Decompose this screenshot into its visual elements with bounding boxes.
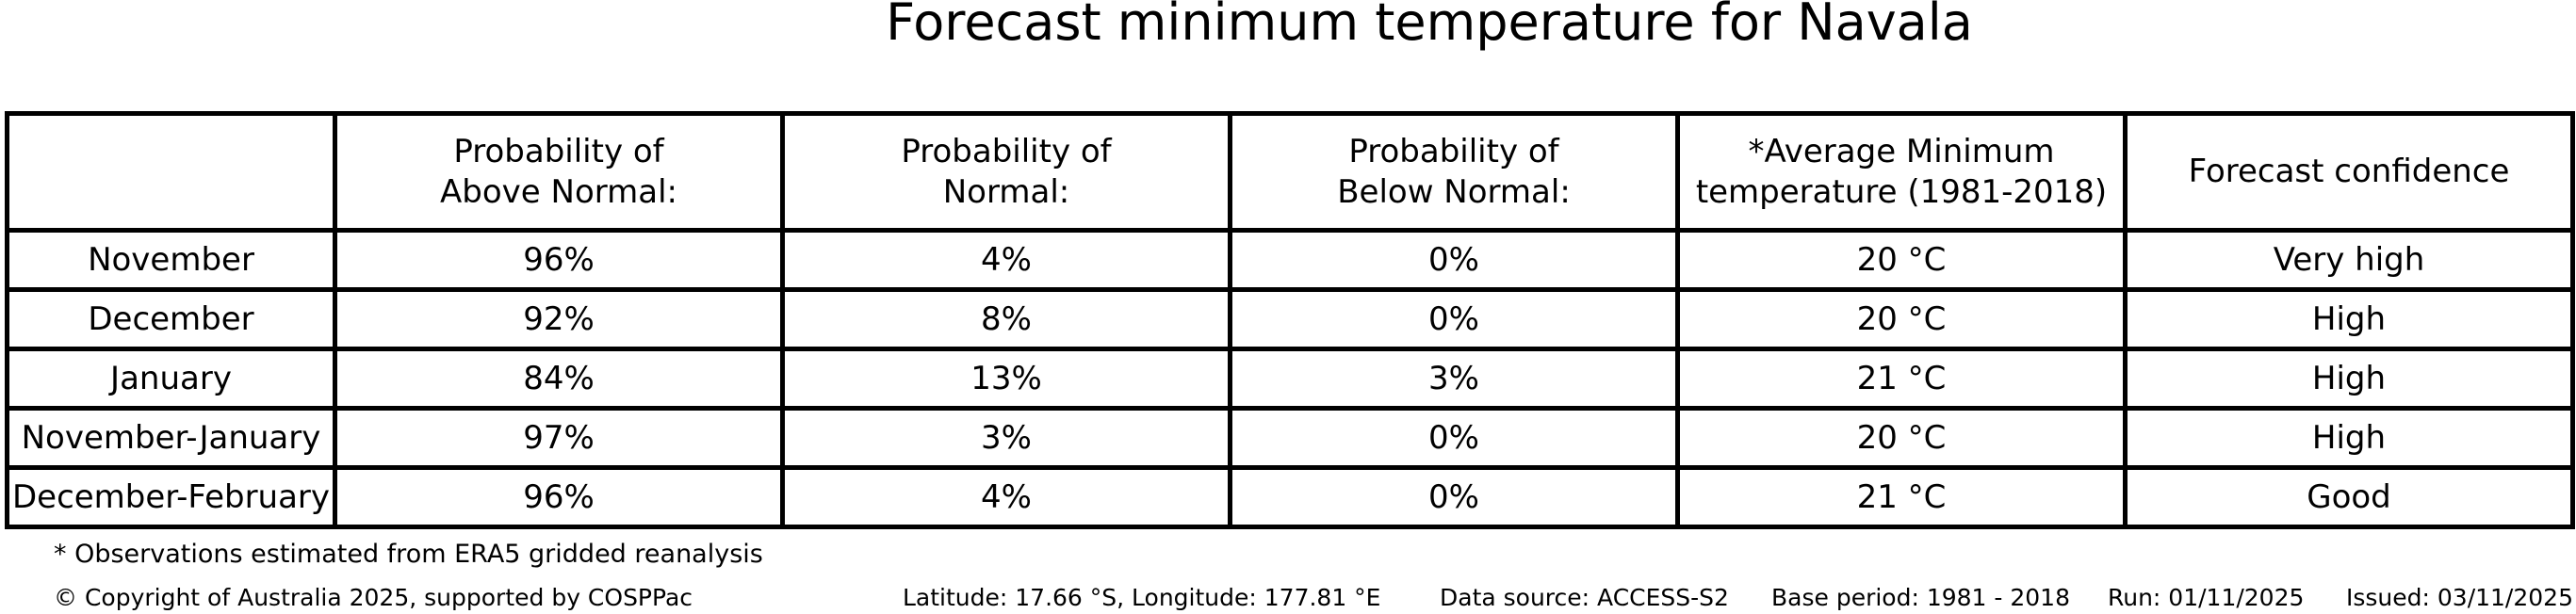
period-label: December-February: [5, 465, 337, 529]
forecast-table: Probability of Above Normal: Probability…: [5, 111, 2575, 529]
column-header-forecast-confidence: Forecast confidence: [2123, 111, 2575, 233]
confidence-cell: High: [2123, 347, 2575, 411]
issued-date-text: Issued: 03/11/2025: [2346, 584, 2573, 611]
confidence-cell: Very high: [2123, 228, 2575, 292]
prob-below-cell: 0%: [1228, 406, 1680, 470]
prob-below-cell: 0%: [1228, 287, 1680, 351]
avg-min-temp-cell: 21 °C: [1675, 347, 2128, 411]
period-label: December: [5, 287, 337, 351]
base-period-text: Base period: 1981 - 2018: [1771, 584, 2070, 611]
avg-min-temp-cell: 20 °C: [1675, 406, 2128, 470]
prob-normal-cell: 3%: [780, 406, 1232, 470]
prob-normal-cell: 13%: [780, 347, 1232, 411]
table-row-november: November 96% 4% 0% 20 °C Very high: [5, 228, 2575, 292]
prob-above-cell: 96%: [333, 465, 785, 529]
page-title: Forecast minimum temperature for Navala: [886, 0, 1973, 52]
table-row-december: December 92% 8% 0% 20 °C High: [5, 287, 2575, 351]
column-header-normal: Probability of Normal:: [780, 111, 1232, 233]
corner-cell: [5, 111, 337, 233]
prob-below-cell: 0%: [1228, 228, 1680, 292]
lat-long-text: Latitude: 17.66 °S, Longitude: 177.81 °E: [903, 584, 1381, 611]
table-row-january: January 84% 13% 3% 21 °C High: [5, 347, 2575, 411]
avg-min-temp-cell: 20 °C: [1675, 228, 2128, 292]
prob-below-cell: 3%: [1228, 347, 1680, 411]
observations-footnote: * Observations estimated from ERA5 gridd…: [54, 540, 763, 569]
table-row-november-january: November-January 97% 3% 0% 20 °C High: [5, 406, 2575, 470]
prob-normal-cell: 4%: [780, 228, 1232, 292]
prob-above-cell: 96%: [333, 228, 785, 292]
period-label: January: [5, 347, 337, 411]
run-date-text: Run: 01/11/2025: [2108, 584, 2305, 611]
column-header-below-normal: Probability of Below Normal:: [1228, 111, 1680, 233]
column-header-above-normal: Probability of Above Normal:: [333, 111, 785, 233]
confidence-cell: High: [2123, 406, 2575, 470]
prob-above-cell: 92%: [333, 287, 785, 351]
prob-above-cell: 97%: [333, 406, 785, 470]
prob-normal-cell: 8%: [780, 287, 1232, 351]
avg-min-temp-cell: 21 °C: [1675, 465, 2128, 529]
column-header-average-minimum-temperature: *Average Minimum temperature (1981-2018): [1675, 111, 2128, 233]
confidence-cell: High: [2123, 287, 2575, 351]
avg-min-temp-cell: 20 °C: [1675, 287, 2128, 351]
table-header-row: Probability of Above Normal: Probability…: [5, 111, 2575, 233]
period-label: November-January: [5, 406, 337, 470]
period-label: November: [5, 228, 337, 292]
data-source-text: Data source: ACCESS-S2: [1440, 584, 1729, 611]
prob-above-cell: 84%: [333, 347, 785, 411]
table-row-december-february: December-February 96% 4% 0% 21 °C Good: [5, 465, 2575, 529]
prob-below-cell: 0%: [1228, 465, 1680, 529]
copyright-text: © Copyright of Australia 2025, supported…: [54, 584, 693, 611]
prob-normal-cell: 4%: [780, 465, 1232, 529]
confidence-cell: Good: [2123, 465, 2575, 529]
